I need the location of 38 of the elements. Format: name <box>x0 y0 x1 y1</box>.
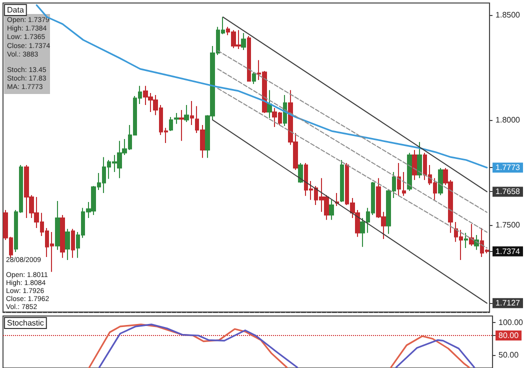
chart-title: Stochastic <box>7 318 44 328</box>
candlestick <box>464 232 468 248</box>
y-tick-label: 1.7127 <box>496 298 521 308</box>
candlestick <box>407 152 412 192</box>
candlestick <box>71 228 75 258</box>
candlestick <box>190 100 194 126</box>
candlestick <box>417 141 422 179</box>
candlestick <box>267 90 272 119</box>
candlestick <box>469 224 474 246</box>
chart-title: Data <box>7 6 24 14</box>
candlestick <box>252 72 256 85</box>
candlestick <box>174 112 179 124</box>
candlestick <box>65 228 70 260</box>
candlestick <box>179 110 184 142</box>
candlestick <box>60 214 65 258</box>
candlestick <box>402 171 406 196</box>
y-tick-label: 50.00 <box>498 350 520 360</box>
y-tick-label: 100.00 <box>498 318 524 327</box>
candlestick <box>184 104 189 123</box>
candlestick <box>340 160 344 203</box>
candlestick <box>329 199 334 220</box>
candlestick <box>298 162 303 184</box>
line-series <box>390 335 470 368</box>
y-tick-label: 1.7500 <box>496 220 521 230</box>
y-tick-label: 1.7374 <box>496 246 521 256</box>
y-tick-label: 1.8000 <box>496 115 521 124</box>
candlestick <box>55 200 60 250</box>
y-tick-label: 80.00 <box>498 331 520 340</box>
y-tick-label: 1.7773 <box>496 163 521 172</box>
y-tick-label: 1.8500 <box>496 10 521 20</box>
candlestick <box>241 32 246 51</box>
candlestick <box>397 162 401 196</box>
candlestick <box>412 149 417 180</box>
candlestick <box>169 116 173 132</box>
line-series <box>395 339 476 368</box>
y-tick-label: 1.7658 <box>496 187 521 196</box>
candlestick <box>247 35 251 82</box>
candlestick <box>438 167 443 196</box>
